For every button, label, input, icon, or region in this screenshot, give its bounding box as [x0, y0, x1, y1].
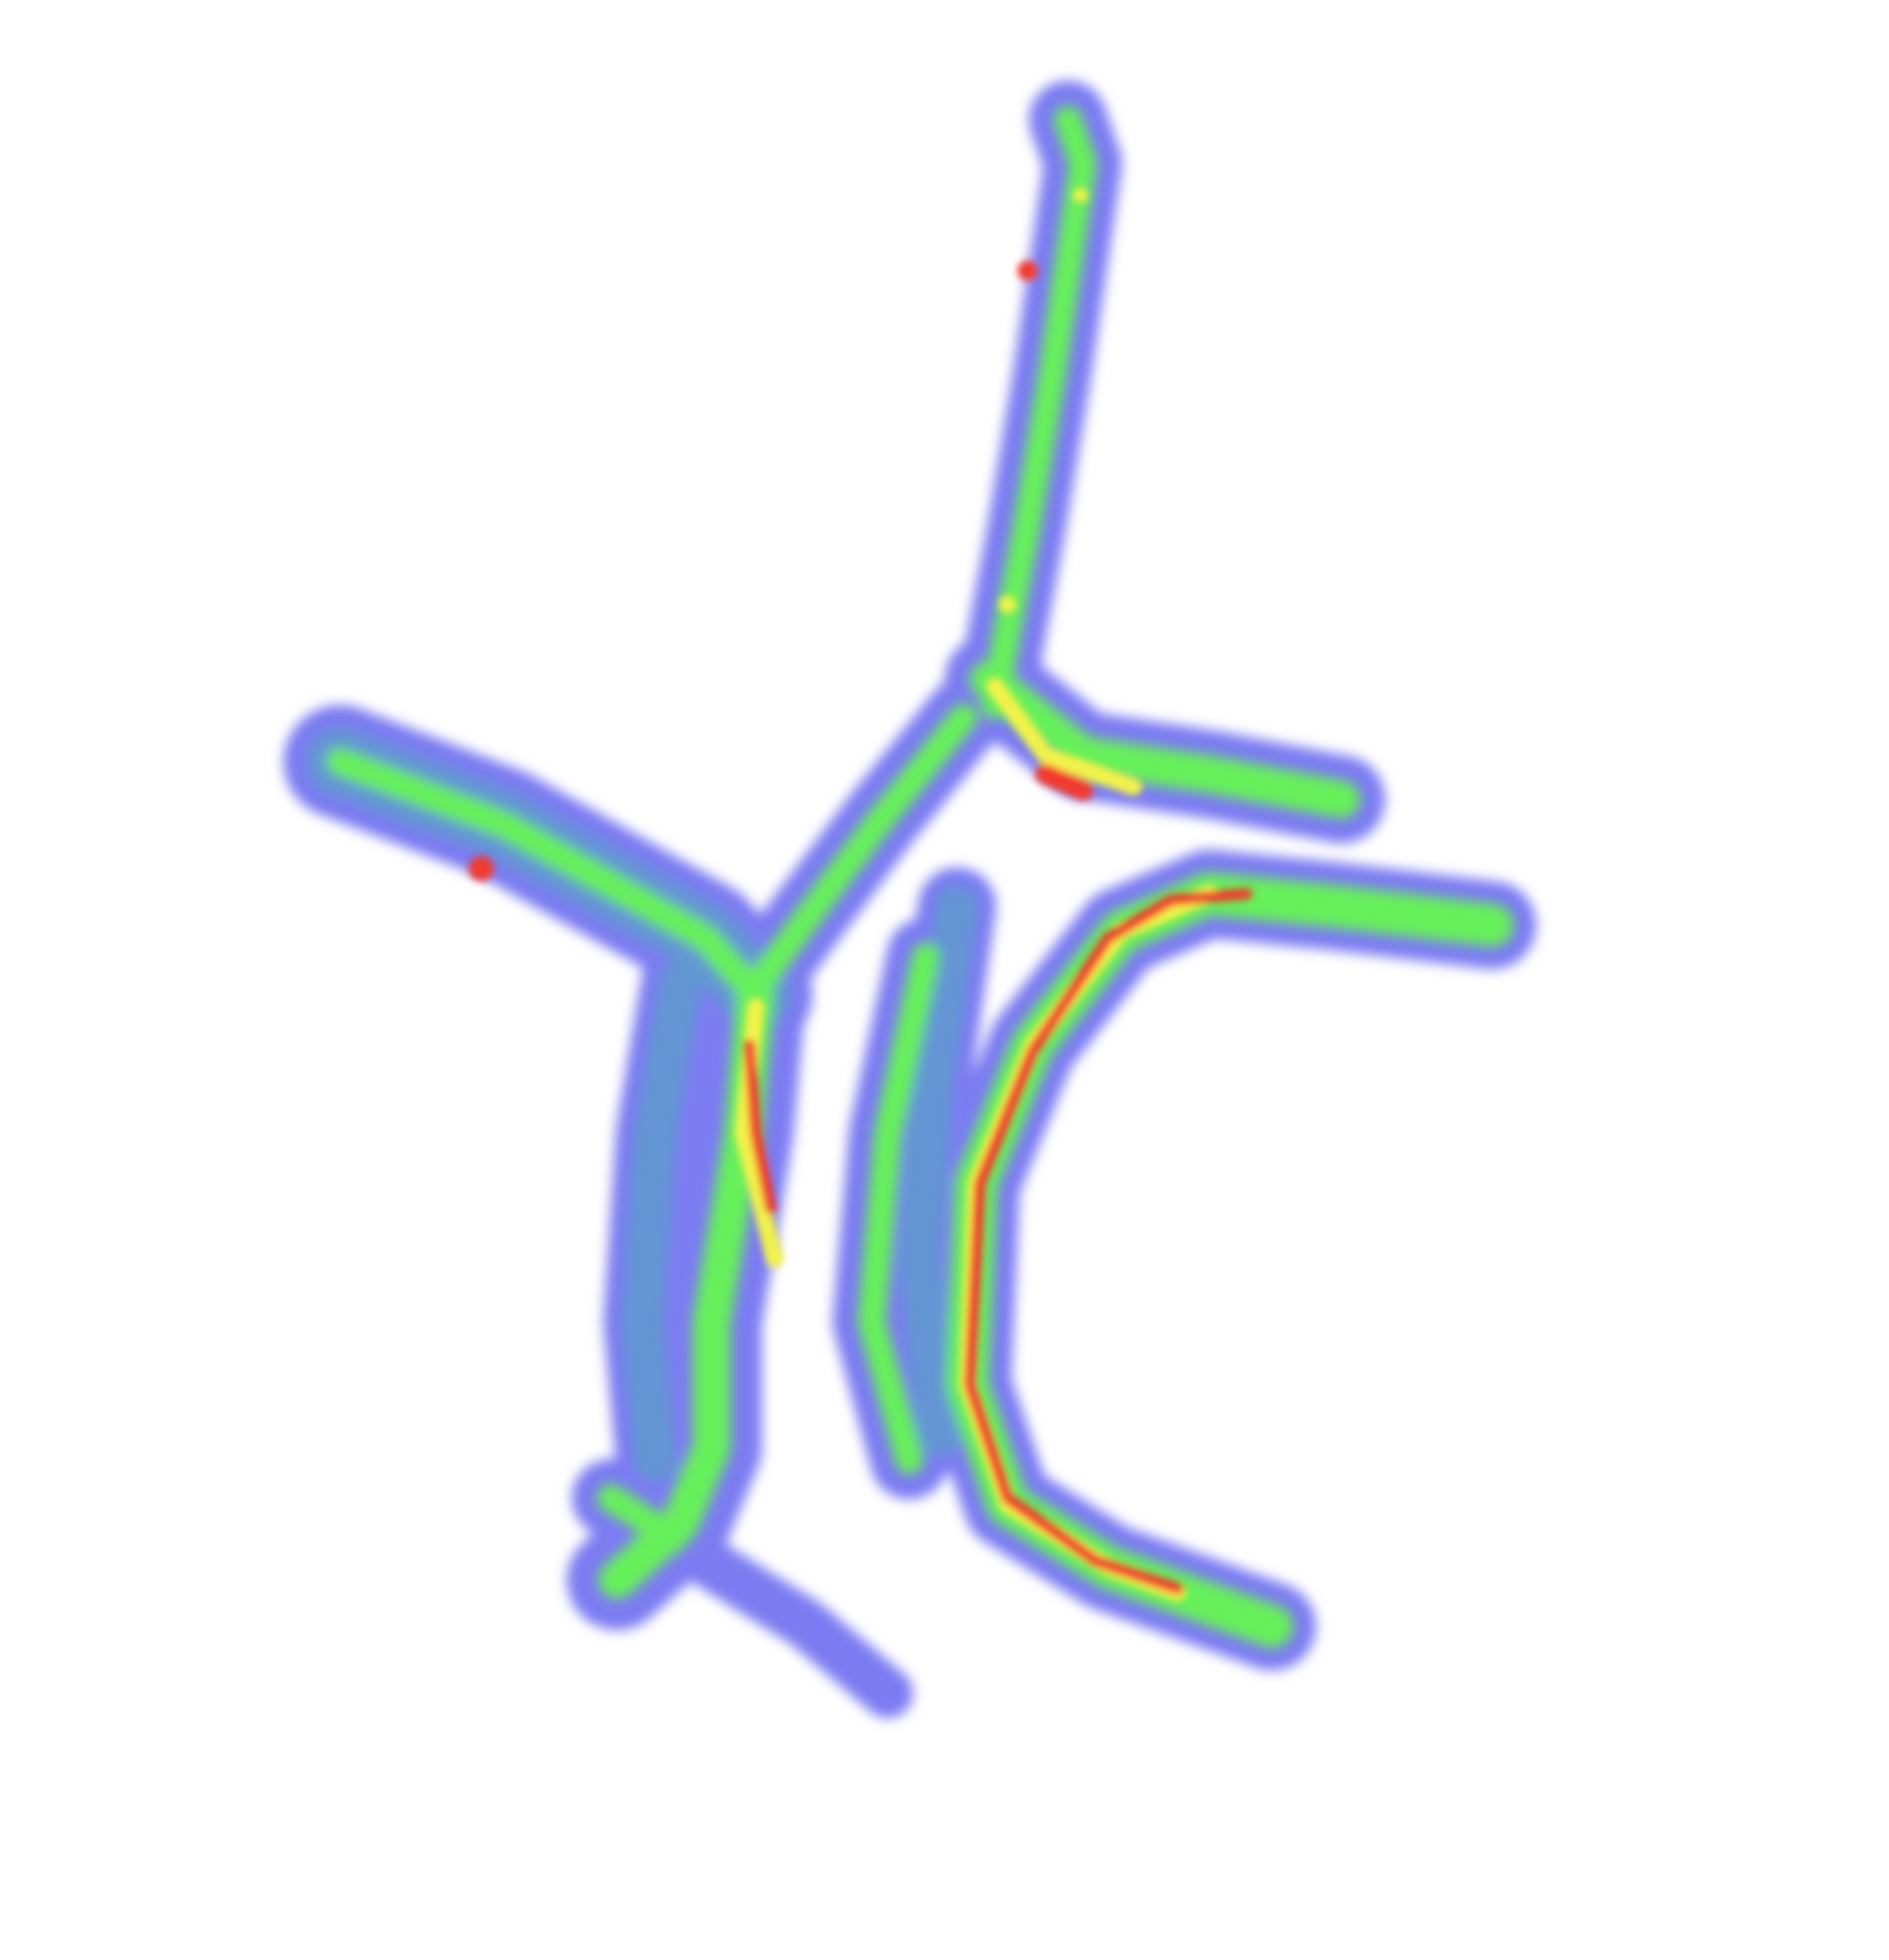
- heat-spot: [1017, 260, 1038, 281]
- heat-band: [744, 1039, 777, 1214]
- heat-band: [964, 888, 1252, 1594]
- heat-band: [986, 677, 1142, 796]
- heat-spot: [998, 595, 1016, 613]
- heat-spot: [468, 856, 494, 882]
- heat-spot: [1073, 187, 1088, 203]
- heat-band: [967, 894, 1492, 1626]
- heat-band: [705, 1561, 888, 1693]
- heat-band: [1035, 764, 1093, 801]
- heat-high: [468, 187, 1252, 1601]
